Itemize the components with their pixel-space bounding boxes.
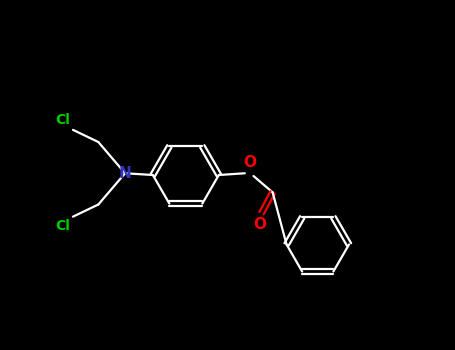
- Text: N: N: [119, 166, 131, 181]
- Text: Cl: Cl: [56, 219, 70, 233]
- Text: O: O: [253, 217, 266, 232]
- Text: O: O: [243, 155, 257, 170]
- Text: Cl: Cl: [56, 113, 70, 127]
